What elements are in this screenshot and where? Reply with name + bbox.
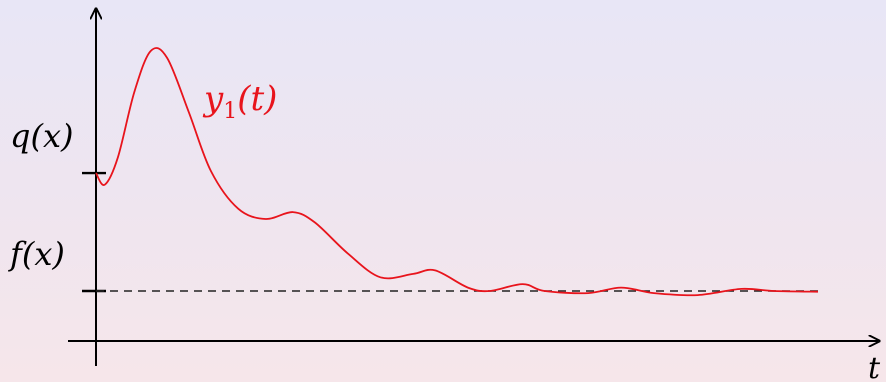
- series-y1-curve: [95, 47, 819, 297]
- y-tick-label: q(x): [10, 117, 74, 155]
- series-y1-label: y1(t): [202, 79, 277, 124]
- y-tick-label: f(x): [8, 235, 65, 273]
- y-tick-group: q(x) f(x): [8, 117, 106, 293]
- series-label-argument: (t): [237, 79, 277, 119]
- x-axis-label: t: [868, 351, 881, 382]
- series-label-subscript: 1: [223, 99, 237, 124]
- series-label-main: y: [202, 79, 224, 119]
